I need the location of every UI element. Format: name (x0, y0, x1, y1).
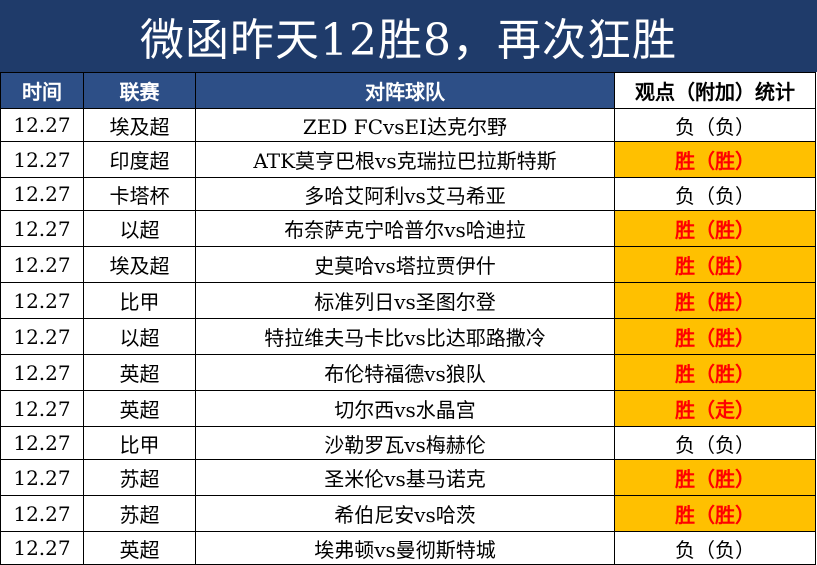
match-cell: 特拉维夫马卡比vs比达耶路撒冷 (195, 318, 615, 355)
table-row: 12.27 以超 特拉维夫马卡比vs比达耶路撒冷 胜（胜） (0, 318, 816, 355)
result-cell: 负（负） (614, 177, 816, 211)
result-cell: 负（负） (614, 531, 816, 565)
table-row: 12.27 英超 埃弗顿vs曼彻斯特城 负（负） (0, 531, 816, 565)
match-cell: 埃弗顿vs曼彻斯特城 (195, 531, 615, 565)
header-row: 时间 联赛 对阵球队 观点（附加）统计 (0, 72, 816, 109)
sheet-title: 微函昨天12胜8，再次狂胜 (0, 0, 817, 72)
table-row: 12.27 印度超 ATK莫亨巴根vs克瑞拉巴拉斯特斯 胜（胜） (0, 141, 816, 178)
table-row: 12.27 比甲 沙勒罗瓦vs梅赫伦 负（负） (0, 426, 816, 460)
date-cell: 12.27 (0, 210, 84, 247)
match-cell: 多哈艾阿利vs艾马希亚 (195, 177, 615, 211)
table-row: 12.27 苏超 希伯尼安vs哈茨 胜（胜） (0, 495, 816, 532)
league-cell: 埃及超 (83, 108, 196, 142)
match-cell: 圣米伦vs基马诺克 (195, 459, 615, 496)
date-cell: 12.27 (0, 459, 84, 496)
date-cell: 12.27 (0, 282, 84, 319)
header-time: 时间 (0, 72, 84, 109)
date-cell: 12.27 (0, 141, 84, 178)
league-cell: 比甲 (83, 282, 196, 319)
table-row: 12.27 卡塔杯 多哈艾阿利vs艾马希亚 负（负） (0, 177, 816, 211)
table-row: 12.27 埃及超 ZED FCvsEI达克尔野 负（负） (0, 108, 816, 142)
result-cell: 负（负） (614, 108, 816, 142)
league-cell: 埃及超 (83, 246, 196, 283)
date-cell: 12.27 (0, 426, 84, 460)
match-cell: ZED FCvsEI达克尔野 (195, 108, 615, 142)
match-cell: 切尔西vs水晶宫 (195, 390, 615, 427)
league-cell: 比甲 (83, 426, 196, 460)
league-cell: 英超 (83, 390, 196, 427)
league-cell: 卡塔杯 (83, 177, 196, 211)
match-cell: 希伯尼安vs哈茨 (195, 495, 615, 532)
table-row: 12.27 比甲 标准列日vs圣图尔登 胜（胜） (0, 282, 816, 319)
league-cell: 英超 (83, 354, 196, 391)
result-cell: 胜（走） (614, 390, 816, 427)
result-cell: 负（负） (614, 426, 816, 460)
result-cell: 胜（胜） (614, 246, 816, 283)
match-cell: ATK莫亨巴根vs克瑞拉巴拉斯特斯 (195, 141, 615, 178)
match-cell: 布伦特福德vs狼队 (195, 354, 615, 391)
date-cell: 12.27 (0, 495, 84, 532)
league-cell: 苏超 (83, 495, 196, 532)
result-cell: 胜（胜） (614, 141, 816, 178)
date-cell: 12.27 (0, 318, 84, 355)
table-row: 12.27 苏超 圣米伦vs基马诺克 胜（胜） (0, 459, 816, 496)
table-body: 12.27 埃及超 ZED FCvsEI达克尔野 负（负） 12.27 印度超 ATK莫亨巴… (0, 108, 816, 565)
table-row: 12.27 英超 布伦特福德vs狼队 胜（胜） (0, 354, 816, 391)
date-cell: 12.27 (0, 354, 84, 391)
result-cell: 胜（胜） (614, 210, 816, 247)
result-cell: 胜（胜） (614, 318, 816, 355)
header-league: 联赛 (83, 72, 196, 109)
date-cell: 12.27 (0, 177, 84, 211)
table-row: 12.27 埃及超 史莫哈vs塔拉贾伊什 胜（胜） (0, 246, 816, 283)
date-cell: 12.27 (0, 108, 84, 142)
result-cell: 胜（胜） (614, 495, 816, 532)
header-match: 对阵球队 (195, 72, 615, 109)
result-cell: 胜（胜） (614, 354, 816, 391)
results-table: 时间 联赛 对阵球队 观点（附加）统计 12.27 埃及超 ZED FCvsEI达克… (0, 72, 816, 565)
table-row: 12.27 英超 切尔西vs水晶宫 胜（走） (0, 390, 816, 427)
table-row: 12.27 以超 布奈萨克宁哈普尔vs哈迪拉 胜（胜） (0, 210, 816, 247)
league-cell: 以超 (83, 318, 196, 355)
match-cell: 布奈萨克宁哈普尔vs哈迪拉 (195, 210, 615, 247)
league-cell: 印度超 (83, 141, 196, 178)
date-cell: 12.27 (0, 390, 84, 427)
date-cell: 12.27 (0, 531, 84, 565)
match-cell: 沙勒罗瓦vs梅赫伦 (195, 426, 615, 460)
match-cell: 史莫哈vs塔拉贾伊什 (195, 246, 615, 283)
league-cell: 苏超 (83, 459, 196, 496)
date-cell: 12.27 (0, 246, 84, 283)
result-cell: 胜（胜） (614, 459, 816, 496)
league-cell: 以超 (83, 210, 196, 247)
match-cell: 标准列日vs圣图尔登 (195, 282, 615, 319)
header-stat: 观点（附加）统计 (614, 72, 816, 109)
result-cell: 胜（胜） (614, 282, 816, 319)
league-cell: 英超 (83, 531, 196, 565)
